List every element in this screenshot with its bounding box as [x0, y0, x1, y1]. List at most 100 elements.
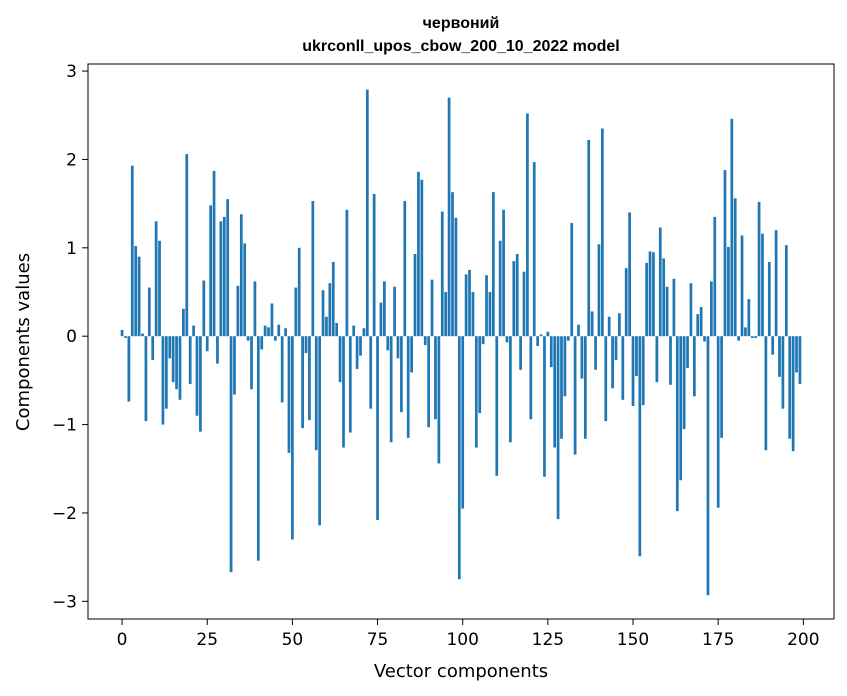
x-axis-ticks: 0 25 50 75 100 125 150 175 200: [117, 619, 820, 650]
bar-78: [386, 336, 390, 351]
bar-127: [553, 336, 557, 448]
bar-179: [730, 118, 734, 337]
bar-55: [308, 336, 311, 421]
bar-106: [481, 336, 485, 345]
bar-168: [692, 336, 696, 397]
y-tick-label: −3: [52, 592, 77, 612]
bar-70: [359, 336, 362, 356]
bar-120: [529, 336, 533, 420]
bar-93: [437, 336, 441, 464]
bar-54: [304, 336, 308, 353]
bar-142: [604, 336, 608, 422]
bar-82: [400, 336, 403, 413]
bar-153: [641, 336, 645, 406]
bar-2: [127, 336, 131, 402]
bar-170: [699, 307, 703, 337]
bar-158: [658, 227, 662, 337]
bar-96: [447, 97, 451, 337]
bar-62: [331, 261, 335, 337]
bar-26: [209, 205, 212, 337]
bar-49: [287, 336, 291, 453]
bar-109: [492, 192, 495, 337]
bar-44: [270, 303, 274, 337]
x-tick-label: 150: [617, 630, 649, 650]
bar-65: [342, 336, 345, 448]
bar-35: [239, 214, 243, 337]
bar-171: [703, 336, 706, 342]
bar-43: [267, 327, 270, 337]
bar-191: [771, 336, 775, 355]
bar-87: [417, 171, 420, 337]
bar-48: [284, 328, 287, 337]
bar-148: [624, 268, 628, 337]
x-tick-label: 175: [702, 630, 734, 650]
bar-167: [689, 283, 693, 337]
bar-190: [767, 261, 771, 337]
bar-6: [141, 333, 144, 337]
plot-frame: [87, 63, 835, 620]
bar-199: [798, 336, 802, 384]
bar-192: [774, 230, 778, 337]
bar-30: [222, 216, 226, 337]
bar-15: [171, 336, 175, 383]
bar-0: [120, 330, 124, 337]
bar-66: [345, 209, 349, 337]
bar-187: [757, 201, 761, 337]
y-tick-label: 2: [66, 150, 77, 170]
bar-75: [376, 336, 379, 521]
bar-20: [188, 336, 192, 384]
bar-1: [124, 336, 127, 338]
bar-68: [352, 325, 356, 337]
bar-125: [546, 331, 550, 337]
bar-31: [226, 199, 230, 337]
bar-138: [590, 311, 594, 337]
bar-155: [648, 251, 652, 337]
bar-5: [137, 256, 141, 337]
y-tick-label: 0: [66, 327, 77, 347]
x-tick-label: 200: [787, 630, 819, 650]
bar-89: [423, 336, 427, 346]
bar-161: [669, 336, 672, 385]
y-tick-label: 1: [66, 239, 77, 259]
bar-128: [556, 336, 560, 520]
bar-85: [410, 336, 413, 373]
bar-16: [175, 336, 178, 390]
bar-98: [454, 217, 458, 337]
bar-181: [737, 336, 740, 341]
bar-69: [355, 336, 359, 369]
bar-22: [195, 336, 199, 416]
bar-123: [539, 334, 543, 337]
bar-149: [628, 212, 631, 337]
bar-129: [560, 336, 563, 439]
bar-164: [679, 336, 683, 481]
bar-193: [778, 336, 781, 377]
bar-135: [580, 336, 584, 379]
bar-45: [273, 336, 277, 341]
bar-83: [403, 200, 407, 337]
bar-4: [134, 246, 138, 337]
bar-63: [335, 322, 339, 337]
chart-subtitle: ukrconll_upos_cbow_200_10_2022 model: [302, 38, 619, 55]
bar-27: [212, 170, 216, 337]
bar-104: [474, 336, 478, 448]
bar-50: [291, 336, 294, 540]
bar-115: [512, 261, 516, 337]
bar-52: [297, 247, 301, 337]
bar-118: [522, 271, 526, 337]
bar-122: [536, 336, 540, 346]
bar-74: [372, 193, 376, 337]
bar-137: [587, 140, 591, 337]
bar-19: [185, 154, 189, 337]
bar-166: [686, 336, 689, 369]
x-tick-label: 75: [367, 630, 389, 650]
bar-156: [652, 252, 655, 337]
bar-152: [638, 336, 642, 557]
bar-180: [733, 198, 737, 337]
bar-143: [607, 316, 611, 337]
bar-80: [393, 286, 396, 337]
bar-94: [440, 211, 444, 337]
bar-95: [444, 292, 448, 337]
bar-154: [645, 262, 649, 337]
bar-97: [451, 192, 454, 337]
